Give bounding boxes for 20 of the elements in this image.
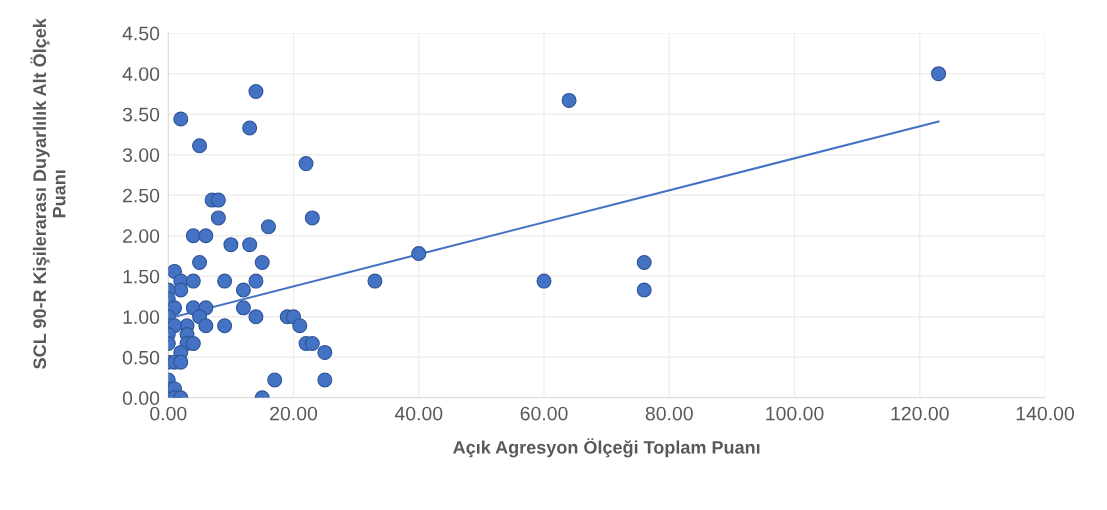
x-tick-label: 40.00: [394, 406, 443, 421]
x-tick-label: 120.00: [891, 406, 949, 421]
y-tick-label: 2.00: [123, 229, 160, 243]
y-axis-title: SCL 90-R Kişilerarası Duyarlılık Alt Ölçek Puanı: [30, 18, 66, 369]
x-tick-label: 80.00: [645, 406, 693, 421]
y-tick-label: 1.00: [123, 310, 160, 324]
x-tick-label: 20.00: [270, 406, 318, 421]
y-tick-label: 1.50: [123, 269, 160, 284]
x-tick-label: 0.00: [150, 406, 187, 421]
y-tick-label: 3.50: [122, 107, 160, 122]
x-tick-label: 140.00: [1016, 406, 1074, 421]
y-tick-label: 2.50: [123, 188, 160, 203]
y-tick-label: 3.00: [122, 148, 160, 162]
y-tick-label: 0.50: [122, 350, 160, 365]
y-tick-label: 4.50: [122, 26, 160, 41]
y-tick-label: 0.00: [122, 391, 160, 406]
x-tick-label: 60.00: [520, 406, 568, 421]
x-tick-label: 100.00: [766, 406, 824, 421]
y-tick-label: 4.00: [122, 67, 160, 81]
x-axis-title: Açık Agresyon Ölçeği Toplam Puanı: [453, 438, 760, 458]
